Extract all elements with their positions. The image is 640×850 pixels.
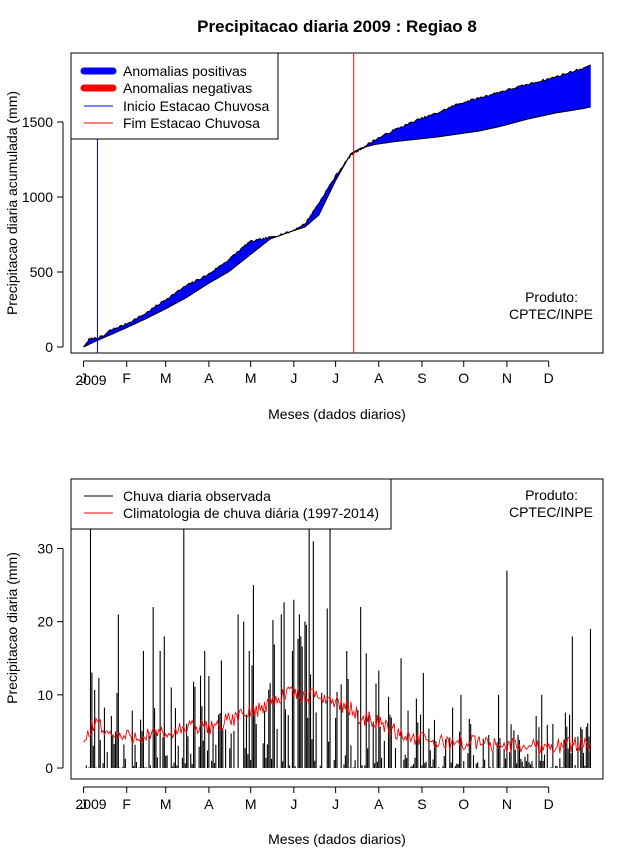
bottom-axes: J F M A M J J A S O N D 0 10 20 30	[37, 541, 553, 812]
positive-anomaly-segment	[588, 64, 591, 108]
top-x-tick-label: A	[374, 370, 384, 386]
top-x-tick-label: O	[458, 370, 469, 386]
top-x-tick-label: J	[332, 370, 339, 386]
top-product-line2: CPTEC/INPE	[509, 306, 593, 322]
legend-positive-label: Anomalias positivas	[123, 63, 247, 79]
bottom-x-tick-label: J	[332, 796, 339, 812]
bottom-y-tick-label: 20	[37, 614, 53, 630]
legend-start-label: Inicio Estacao Chuvosa	[123, 98, 270, 114]
legend-climatology-label: Climatologia de chuva diária (1997-2014)	[123, 505, 379, 521]
chart-title: Precipitacao diaria 2009 : Regiao 8	[197, 17, 477, 36]
bottom-x-tick-label: N	[502, 796, 512, 812]
legend-negative-label: Anomalias negativas	[123, 80, 252, 96]
legend-end-label: Fim Estacao Chuvosa	[123, 115, 260, 131]
bottom-x-tick-label: A	[374, 796, 384, 812]
top-product-line1: Produto:	[525, 289, 578, 305]
bottom-y-tick-label: 10	[37, 687, 53, 703]
accumulated-panel: J F M A M J J A S O N D 0 500 1000 1500 Anomalias posit…	[4, 52, 604, 422]
top-legend: Anomalias positivas Anomalias negativas …	[70, 52, 279, 140]
bottom-x-tick-label: J	[80, 796, 87, 812]
bottom-x-tick-label: M	[160, 796, 172, 812]
top-x-tick-label: A	[204, 370, 214, 386]
bottom-y-tick-label: 0	[45, 760, 53, 776]
top-x-tick-label: F	[122, 370, 131, 386]
bottom-product-line2: CPTEC/INPE	[509, 504, 593, 520]
top-x-tick-label: D	[544, 370, 554, 386]
bottom-year-label: 2009	[75, 796, 106, 812]
top-y-tick-label: 0	[45, 339, 53, 355]
bottom-x-tick-label: O	[458, 796, 469, 812]
bottom-x-tick-label: J	[290, 796, 297, 812]
bottom-product-line1: Produto:	[525, 487, 578, 503]
daily-panel: J F M A M J J A S O N D 0 10 20 30 Chuva diaria observa…	[4, 478, 604, 847]
top-x-tick-label: M	[245, 370, 257, 386]
bottom-x-axis-title: Meses (dados diarios)	[268, 831, 406, 847]
top-x-tick-label: M	[160, 370, 172, 386]
top-y-axis-title: Precipitacao diaria acumulada (mm)	[4, 91, 20, 315]
top-axes: J F M A M J J A S O N D 0 500 1000 1500	[22, 114, 554, 386]
top-x-tick-label: N	[502, 370, 512, 386]
bottom-x-tick-label: A	[204, 796, 214, 812]
top-plot-frame	[70, 52, 604, 354]
top-x-axis-title: Meses (dados diarios)	[268, 406, 406, 422]
bottom-x-tick-label: S	[417, 796, 426, 812]
top-year-label: 2009	[75, 372, 106, 388]
bottom-data-layer	[83, 511, 592, 769]
bottom-y-tick-label: 30	[37, 541, 53, 557]
top-y-tick-label: 1000	[22, 189, 53, 205]
observed-accumulated-line	[83, 64, 591, 348]
bottom-y-axis-title: Precipitacao diaria (mm)	[4, 552, 20, 704]
bottom-legend: Chuva diaria observada Climatologia de c…	[70, 478, 392, 530]
top-x-tick-label: S	[417, 370, 426, 386]
bottom-legend-box	[70, 478, 392, 530]
bottom-x-tick-label: F	[122, 796, 131, 812]
top-legend-box	[70, 52, 279, 140]
bottom-x-tick-label: D	[544, 796, 554, 812]
top-y-tick-label: 1500	[22, 114, 53, 130]
climatology-accumulated-line	[83, 106, 591, 348]
top-y-tick-label: 500	[30, 264, 54, 280]
bottom-x-tick-label: M	[245, 796, 257, 812]
top-x-tick-label: J	[80, 370, 87, 386]
climatology-daily-line	[83, 686, 591, 756]
legend-observed-label: Chuva diaria observada	[123, 488, 271, 504]
top-data-layer	[83, 53, 591, 353]
top-x-tick-label: J	[290, 370, 297, 386]
